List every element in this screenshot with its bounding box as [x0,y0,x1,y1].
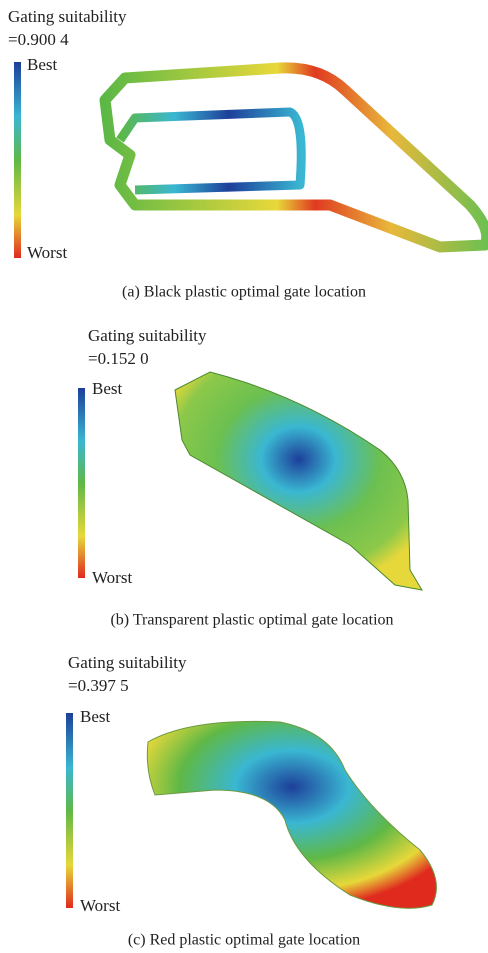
part-transparent [175,372,422,590]
panel-c: Gating suitability =0.397 5 Best Worst (… [66,653,436,949]
legend-worst: Worst [27,243,67,262]
part-red [147,721,436,908]
panel-value: =0.152 0 [88,349,149,368]
color-scale [78,388,85,578]
panel-value: =0.900 4 [8,30,69,49]
panel-b: Gating suitability =0.152 0 Best Worst (… [78,326,422,629]
legend-worst: Worst [80,896,120,915]
panel-value: =0.397 5 [68,676,129,695]
color-scale [14,62,21,258]
panel-a: Gating suitability =0.900 4 Best Worst (… [8,7,487,301]
caption: (a) Black plastic optimal gate location [122,284,366,301]
legend-best: Best [92,379,123,398]
panel-title: Gating suitability [68,653,187,672]
part-black [105,68,487,247]
color-scale [66,713,73,908]
caption: (b) Transparent plastic optimal gate loc… [110,612,393,629]
caption: (c) Red plastic optimal gate location [128,932,360,949]
panel-title: Gating suitability [8,7,127,26]
legend-best: Best [80,707,111,726]
panel-title: Gating suitability [88,326,207,345]
figure: Gating suitability =0.900 4 Best Worst (… [0,0,488,953]
legend-best: Best [27,55,58,74]
part-black-inner [120,112,301,190]
legend-worst: Worst [92,568,132,587]
